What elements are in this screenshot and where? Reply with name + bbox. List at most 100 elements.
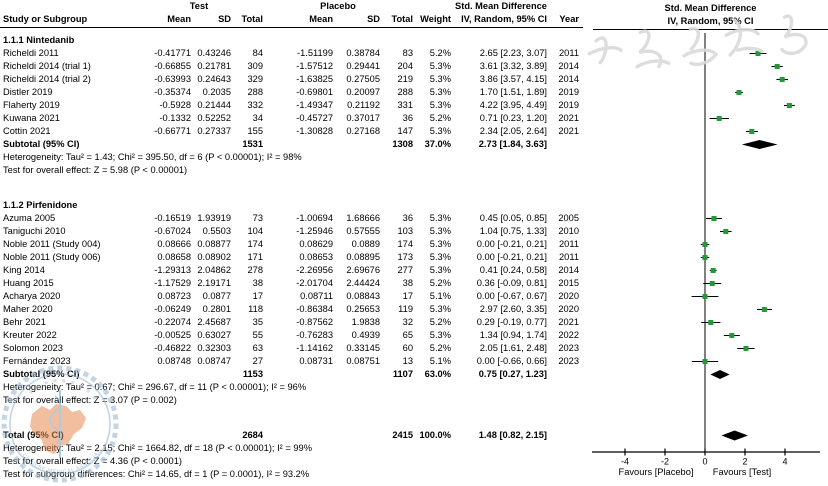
placebo-sd: 0.0889 (351, 239, 380, 249)
weight-value: 5.3% (429, 87, 451, 97)
test-total: 35 (252, 317, 263, 327)
statistics-note: Heterogeneity: Tau² = 1.43; Chi² = 395.5… (3, 152, 302, 162)
placebo-mean: -2.01704 (296, 278, 333, 288)
test-mean: -0.66855 (154, 61, 191, 71)
study-row: Huang 2015 -1.17529 2.19171 38 -2.01704 2.444… (0, 277, 583, 290)
effect-square (708, 320, 714, 325)
test-total: 73 (252, 213, 263, 223)
placebo-total: 119 (398, 304, 413, 314)
effect-square (786, 103, 792, 108)
smd-ci-value: 0.75 [0.27, 1.23] (478, 369, 547, 379)
smd-ci-value: 0.00 [-0.21, 0.21] (476, 239, 547, 249)
effect-square (709, 281, 715, 286)
study-label: Kuwana 2021 (3, 113, 60, 123)
test-mean: -0.00525 (154, 330, 191, 340)
test-mean: 0.08748 (157, 356, 191, 366)
study-label: Richeldi 2014 (trial 2) (3, 74, 91, 84)
year-value: 2020 (558, 304, 579, 314)
weight-value: 5.3% (429, 239, 451, 249)
effect-square (710, 268, 716, 273)
test-sd: 0.32303 (197, 343, 231, 353)
test-total: 84 (252, 48, 263, 58)
year-value: 2019 (558, 87, 579, 97)
placebo-mean: -1.57512 (296, 61, 333, 71)
smd-ci-value: 2.05 [1.61, 2.48] (479, 343, 547, 353)
test-total: 288 (247, 87, 263, 97)
statistics-note: Test for overall effect: Z = 4.36 (P < 0… (3, 456, 182, 466)
note-row: Test for overall effect: Z = 5.98 (P < 0… (0, 164, 583, 177)
weight-value: 5.3% (429, 252, 451, 262)
subtotal-label: Subtotal (95% CI) (3, 139, 80, 149)
smd-ci-value: 3.61 [3.32, 3.89] (479, 61, 547, 71)
axis-tick-label: 0 (702, 457, 707, 467)
placebo-sd: 0.33145 (346, 343, 380, 353)
year-value: 2011 (559, 239, 579, 249)
test-total: 1531 (242, 139, 263, 149)
placebo-total: 17 (402, 291, 413, 301)
smd-group-header: Std. Mean Difference (455, 1, 547, 11)
test-sd: 0.52252 (197, 113, 231, 123)
effect-square (755, 51, 761, 56)
placebo-total: 83 (402, 48, 413, 58)
test-total: 17 (252, 291, 263, 301)
col-test-total: Total (241, 14, 263, 24)
year-value: 2014 (558, 265, 579, 275)
weight-value: 5.3% (429, 61, 451, 71)
test-sd: 0.43246 (197, 48, 231, 58)
axis-tick-label: 2 (742, 457, 747, 467)
col-test-mean: Mean (167, 14, 191, 24)
test-mean: -0.5928 (159, 100, 191, 110)
placebo-total: 147 (397, 126, 413, 136)
effect-square (736, 90, 742, 95)
placebo-mean: -2.26956 (296, 265, 333, 275)
test-total: 278 (247, 265, 263, 275)
weight-value: 5.2% (429, 113, 451, 123)
test-sd: 0.08902 (197, 252, 231, 262)
placebo-mean: -1.14162 (296, 343, 333, 353)
test-sd: 0.0877 (202, 291, 231, 301)
placebo-total: 219 (397, 74, 413, 84)
placebo-sd: 0.08895 (346, 252, 380, 262)
placebo-sd: 0.21192 (347, 100, 380, 110)
placebo-mean: -1.00694 (296, 213, 333, 223)
placebo-total: 174 (397, 239, 413, 249)
weight-value: 5.3% (429, 330, 451, 340)
test-total: 2684 (242, 430, 263, 440)
total-row: Total (95% CI) 2684 2415 100.0% 1.48 [0.82, … (0, 429, 583, 442)
study-label: Huang 2015 (3, 278, 54, 288)
study-label: Distler 2019 (3, 87, 53, 97)
note-row: Test for overall effect: Z = 4.36 (P < 0… (0, 455, 583, 468)
test-total: 55 (252, 330, 263, 340)
study-row: Behr 2021 -0.22074 2.45687 35 -0.87562 1.9838… (0, 316, 583, 329)
placebo-mean: -1.63825 (296, 74, 333, 84)
year-value: 2020 (558, 291, 579, 301)
weight-value: 5.3% (429, 126, 451, 136)
col-placebo-total: Total (391, 14, 413, 24)
effect-square (761, 307, 767, 312)
weight-value: 5.2% (429, 278, 451, 288)
plot-header-subtitle: IV, Random, 95% CI (593, 14, 828, 30)
blank-row (0, 407, 583, 429)
plot-header: Std. Mean Difference IV, Random, 95% CI (593, 2, 828, 30)
note-row: Heterogeneity: Tau² = 0.67; Chi² = 296.6… (0, 381, 583, 394)
placebo-group-header: Placebo (320, 1, 356, 11)
group-row: 1.1.2 Pirfenidone (0, 199, 583, 212)
test-mean: -0.41771 (154, 48, 191, 58)
placebo-total: 36 (402, 113, 413, 123)
test-mean: -0.16519 (154, 213, 191, 223)
group-row: 1.1.1 Nintedanib (0, 34, 583, 47)
test-sd: 0.21781 (197, 61, 231, 71)
effect-square (723, 229, 729, 234)
test-sd: 0.2035 (202, 87, 231, 97)
effect-square (702, 294, 708, 299)
test-mean: -0.22074 (154, 317, 191, 327)
placebo-total: 2415 (392, 430, 413, 440)
placebo-sd: 0.25653 (346, 304, 380, 314)
weight-value: 37.0% (424, 139, 451, 149)
test-sd: 0.21444 (197, 100, 231, 110)
placebo-mean: 0.08711 (300, 291, 333, 301)
smd-ci-value: 2.97 [2.60, 3.35] (479, 304, 547, 314)
study-label: Cottin 2021 (3, 126, 51, 136)
axis-tick-label: -2 (661, 457, 669, 467)
